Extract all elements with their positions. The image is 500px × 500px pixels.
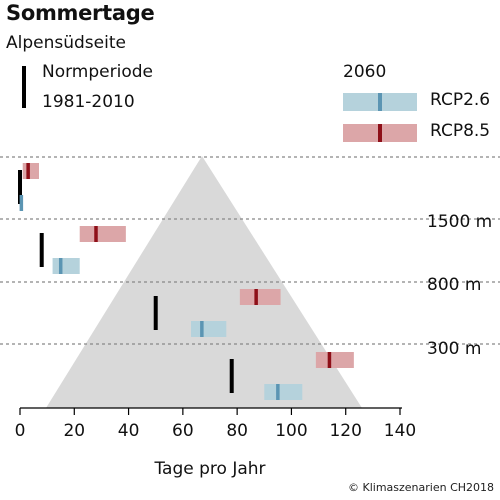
x-tick-label: 140 bbox=[384, 421, 416, 441]
x-tick-label: 120 bbox=[329, 421, 361, 441]
copyright-note: © Klimaszenarien CH2018 bbox=[348, 481, 495, 494]
legend-rcp85-median bbox=[378, 124, 382, 142]
legend-year: 2060 bbox=[343, 62, 387, 82]
legend-norm-label: Normperiode bbox=[42, 62, 153, 82]
x-tick-label: 100 bbox=[275, 421, 307, 441]
x-tick-label: 0 bbox=[15, 421, 26, 441]
x-tick-label: 80 bbox=[226, 421, 248, 441]
elevation-label: 300 m bbox=[427, 339, 481, 359]
x-axis-title: Tage pro Jahr bbox=[153, 459, 265, 479]
elevation-label: 800 m bbox=[427, 275, 481, 295]
rcp85-range-0 bbox=[22, 163, 39, 179]
chart-title: Sommertage bbox=[6, 1, 155, 25]
legend-rcp26-label: RCP2.6 bbox=[430, 90, 491, 110]
rcp26-range-3 bbox=[264, 384, 303, 400]
rcp85-range-3 bbox=[315, 352, 354, 368]
legend-rcp85-label: RCP8.5 bbox=[430, 121, 491, 141]
elevation-label: 1500 m bbox=[427, 212, 492, 232]
x-tick-label: 40 bbox=[118, 421, 140, 441]
rcp26-range-2 bbox=[191, 321, 227, 337]
legend-norm-period: 1981-2010 bbox=[42, 92, 135, 112]
legend-norm-marker bbox=[22, 66, 26, 108]
chart-subtitle: Alpensüdseite bbox=[6, 33, 126, 53]
rcp85-range-2 bbox=[239, 289, 281, 305]
x-tick-label: 60 bbox=[172, 421, 194, 441]
x-tick-label: 20 bbox=[63, 421, 85, 441]
rcp26-range-1 bbox=[52, 258, 80, 274]
rcp85-range-1 bbox=[79, 226, 126, 242]
legend-rcp26-median bbox=[378, 93, 382, 111]
